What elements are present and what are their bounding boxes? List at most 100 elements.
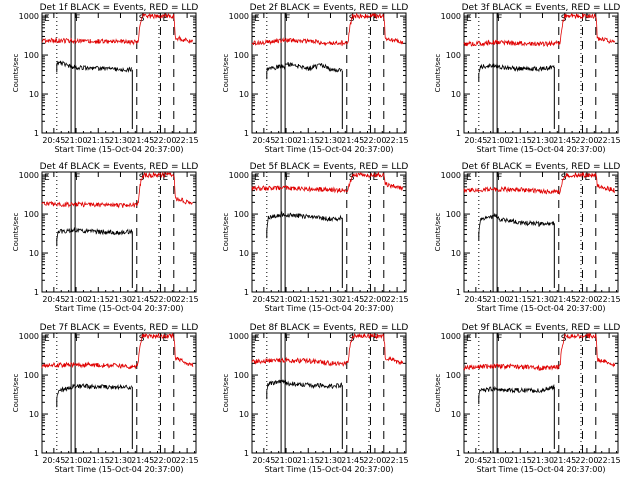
marker-label: E: [466, 14, 472, 24]
x-tick-label: 21:30: [319, 295, 342, 304]
y-tick-label: 100: [24, 51, 39, 60]
y-axis-label: Counts/sec: [12, 374, 20, 413]
x-tick-label: 21:30: [319, 456, 342, 465]
x-tick-label: 21:30: [531, 295, 554, 304]
y-tick-label: 1: [244, 449, 249, 458]
x-tick-label: 20:45: [252, 295, 275, 304]
detector-panel-5: Det 5f BLACK = Events, RED = LLD 1 10 100 10…: [222, 162, 409, 313]
series-line-lld: [463, 171, 616, 196]
y-tick-label: 100: [446, 371, 461, 380]
marker-label: E: [162, 173, 168, 183]
y-tick-label: 100: [446, 210, 461, 219]
series-line-lld: [41, 13, 194, 46]
x-tick-label: 21:45: [553, 295, 576, 304]
marker-label: E: [584, 14, 590, 24]
x-tick-label: 21:15: [297, 456, 320, 465]
detector-panel-9: Det 9f BLACK = Events, RED = LLD 1 10 100 10…: [434, 323, 621, 474]
detector-panel-7: Det 7f BLACK = Events, RED = LLD 1 10 100 10…: [12, 323, 199, 474]
x-tick-label: 22:00: [153, 456, 176, 465]
series-line-events: [478, 212, 555, 234]
detector-panel-2: Det 2f BLACK = Events, RED = LLD 1 10 100 10…: [222, 3, 409, 154]
x-tick-label: 21:00: [65, 295, 88, 304]
x-tick-label: 21:45: [131, 295, 154, 304]
x-tick-label: 22:00: [575, 456, 598, 465]
series-line-lld: [251, 332, 404, 367]
marker-label: E: [466, 334, 472, 344]
x-tick-label: 20:45: [42, 295, 65, 304]
x-tick-label: 22:15: [176, 136, 199, 145]
y-tick-label: 10: [29, 249, 39, 258]
x-tick-label: 22:15: [598, 456, 621, 465]
plot-frame: [463, 12, 619, 134]
y-tick-label: 1000: [441, 12, 461, 21]
x-axis-label: Start Time (15-Oct-04 20:37:00): [264, 304, 393, 313]
panel-title: Det 8f BLACK = Events, RED = LLD: [250, 323, 409, 333]
marker-label: F: [285, 334, 290, 344]
x-tick-label: 21:00: [275, 456, 298, 465]
detector-panel-4: Det 4f BLACK = Events, RED = LLD 1 10 100 10…: [12, 162, 199, 313]
plot-frame: [41, 332, 197, 454]
marker-label: E: [162, 14, 168, 24]
y-tick-label: 1: [456, 288, 461, 297]
x-tick-label: 21:00: [487, 456, 510, 465]
x-tick-label: 20:45: [252, 136, 275, 145]
x-tick-label: 21:45: [553, 456, 576, 465]
marker-label: F: [75, 14, 80, 24]
panel-title: Det 5f BLACK = Events, RED = LLD: [250, 162, 409, 172]
y-axis-label: Counts/sec: [222, 213, 230, 252]
marker-label: E: [466, 173, 472, 183]
x-tick-label: 22:00: [363, 295, 386, 304]
y-tick-label: 10: [239, 249, 249, 258]
y-tick-label: 1000: [229, 171, 249, 180]
y-tick-label: 1: [456, 129, 461, 138]
y-axis-label: Counts/sec: [434, 213, 442, 252]
x-tick-label: 22:15: [598, 295, 621, 304]
y-tick-label: 100: [24, 371, 39, 380]
detector-panel-8: Det 8f BLACK = Events, RED = LLD 1 10 100 10…: [222, 323, 409, 474]
panel-title: Det 6f BLACK = Events, RED = LLD: [462, 162, 621, 172]
y-axis-label: Counts/sec: [12, 213, 20, 252]
x-tick-label: 21:45: [341, 456, 364, 465]
x-tick-label: 21:15: [297, 295, 320, 304]
x-tick-label: 21:30: [109, 456, 132, 465]
x-axis-label: Start Time (15-Oct-04 20:37:00): [476, 145, 605, 154]
y-tick-label: 10: [451, 410, 461, 419]
panel-title: Det 7f BLACK = Events, RED = LLD: [40, 323, 199, 333]
marker-label: E: [44, 14, 50, 24]
plot-frame: [463, 171, 619, 293]
x-tick-label: 21:45: [341, 295, 364, 304]
panel-title: Det 2f BLACK = Events, RED = LLD: [250, 3, 409, 13]
series-line-events: [266, 378, 343, 391]
detector-panel-1: Det 1f BLACK = Events, RED = LLD 1 10 100 10…: [12, 3, 199, 154]
series-line-events: [56, 383, 132, 399]
marker-label: F: [285, 14, 290, 24]
x-tick-label: 21:30: [319, 136, 342, 145]
x-tick-label: 21:15: [87, 456, 110, 465]
x-tick-label: 20:45: [42, 136, 65, 145]
y-tick-label: 10: [239, 410, 249, 419]
y-tick-label: 1: [34, 288, 39, 297]
y-tick-label: 10: [451, 249, 461, 258]
x-tick-label: 21:00: [275, 295, 298, 304]
x-tick-label: 21:15: [297, 136, 320, 145]
x-tick-label: 21:00: [275, 136, 298, 145]
y-tick-label: 1000: [229, 332, 249, 341]
y-tick-label: 1000: [229, 12, 249, 21]
marker-label: F: [497, 14, 502, 24]
y-tick-label: 100: [234, 210, 249, 219]
x-tick-label: 21:30: [531, 136, 554, 145]
x-tick-label: 22:15: [386, 456, 409, 465]
plot-frame: [41, 12, 197, 134]
marker-label: E: [254, 173, 260, 183]
x-axis-label: Start Time (15-Oct-04 20:37:00): [476, 465, 605, 474]
x-axis-label: Start Time (15-Oct-04 20:37:00): [264, 465, 393, 474]
x-tick-label: 22:15: [386, 295, 409, 304]
series-line-lld: [251, 171, 404, 194]
marker-label: F: [75, 173, 80, 183]
panel-title: Det 9f BLACK = Events, RED = LLD: [462, 323, 621, 333]
plot-frame: [463, 332, 619, 454]
x-tick-label: 22:00: [363, 136, 386, 145]
y-tick-label: 1000: [441, 332, 461, 341]
x-tick-label: 21:45: [341, 136, 364, 145]
